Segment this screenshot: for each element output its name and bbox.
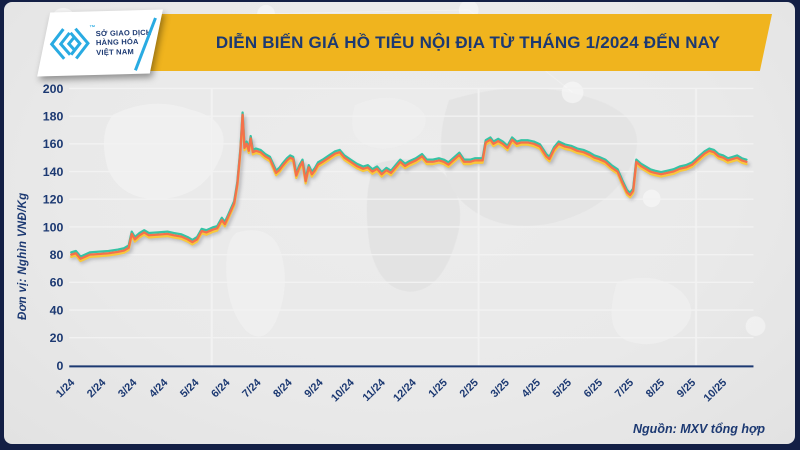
duong-gia-orange <box>70 113 748 260</box>
y-tick-label: 160 <box>43 137 64 151</box>
x-tick-label: 1/25 <box>426 377 449 400</box>
source-credit: Nguồn: MXV tổng hợp <box>633 422 765 436</box>
y-tick-label: 200 <box>43 82 64 96</box>
y-tick-label: 60 <box>50 276 64 290</box>
y-tick-label: 0 <box>56 359 63 373</box>
y-tick-label: 80 <box>50 248 64 262</box>
x-tick-label: 6/24 <box>209 377 232 400</box>
x-tick-label: 10/25 <box>702 377 730 405</box>
x-tick-label: 4/25 <box>520 377 543 400</box>
duong-gia-yellow <box>70 115 748 263</box>
x-tick-label: 2/25 <box>457 377 480 400</box>
x-tick-label: 1/24 <box>54 377 77 400</box>
mxv-logo-card: ™ SỞ GIAO DỊCH HÀNG HÓA VIỆT NAM <box>37 9 163 77</box>
x-tick-label: 12/24 <box>391 377 419 405</box>
y-tick-label: 140 <box>43 165 64 179</box>
x-tick-label: 10/24 <box>329 377 357 405</box>
y-tick-label: 100 <box>43 220 64 234</box>
x-tick-label: 7/24 <box>240 377 263 400</box>
x-tick-label: 6/25 <box>582 377 605 400</box>
trademark-symbol: ™ <box>89 25 96 32</box>
x-tick-label: 9/25 <box>675 377 698 400</box>
x-tick-label: 8/25 <box>644 377 667 400</box>
y-axis-unit-label: Đơn vị: Nghìn VNĐ/Kg <box>17 192 29 320</box>
duong-gia-teal <box>70 111 748 258</box>
y-tick-label: 20 <box>50 331 64 345</box>
y-tick-label: 180 <box>43 110 64 124</box>
price-line-shadow <box>70 115 751 264</box>
mxv-logo-inner: ™ SỞ GIAO DỊCH HÀNG HÓA VIỆT NAM <box>47 22 152 64</box>
price-chart: 0 20 40 60 80 100 120 140 160 180 200 1/24 2/24 3/24 4… <box>43 82 754 405</box>
mxv-logo-icon: ™ <box>47 23 96 64</box>
x-tick-label: 5/24 <box>178 377 201 400</box>
x-tick-label: 2/24 <box>85 377 108 400</box>
y-tick-label: 40 <box>50 303 64 317</box>
content-area: 0 20 40 60 80 100 120 140 160 180 200 1/24 2/24 3/24 4… <box>4 2 795 444</box>
x-tick-label: 9/24 <box>302 377 325 400</box>
x-tick-label: 4/24 <box>147 377 170 400</box>
x-tick-label: 8/24 <box>271 377 294 400</box>
y-tick-label: 120 <box>43 193 64 207</box>
x-tick-label: 11/24 <box>360 377 387 404</box>
x-tick-label: 3/25 <box>489 377 512 400</box>
x-tick-label: 5/25 <box>551 377 574 400</box>
page-title: DIỄN BIẾN GIÁ HỒ TIÊU NỘI ĐỊA TỪ THÁNG 1… <box>215 32 721 52</box>
x-tick-label: 7/25 <box>613 377 636 400</box>
x-tick-label: 3/24 <box>116 377 139 400</box>
